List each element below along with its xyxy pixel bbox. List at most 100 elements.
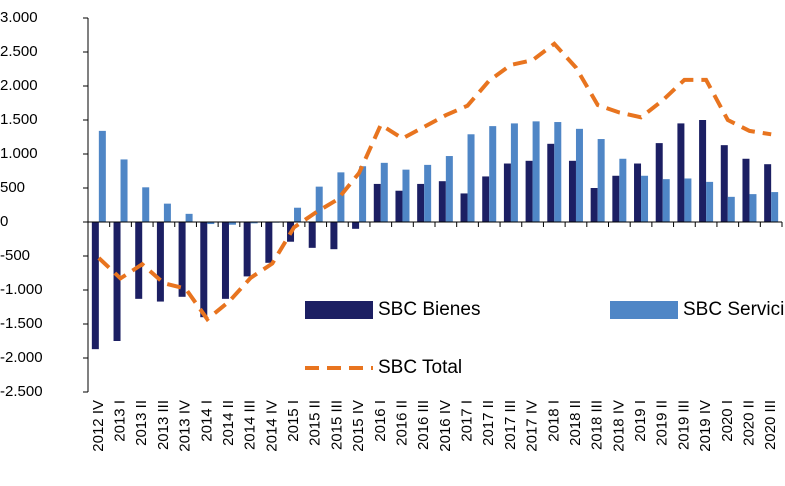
bar [417, 183, 425, 222]
bar [402, 169, 410, 222]
bar [547, 143, 555, 222]
legend-label: SBC Total [378, 357, 462, 378]
y-tick-label: -1.000 [0, 281, 43, 298]
y-tick-label: -2.000 [0, 349, 43, 366]
bar [575, 128, 583, 222]
x-tick-label: 2015 III [328, 400, 345, 450]
x-tick-label: 2020 II [740, 400, 757, 446]
bar [330, 222, 338, 250]
bar [445, 156, 453, 222]
legend-label: SBC Bienes [378, 299, 480, 320]
legend-label: SBC Servicios [683, 299, 785, 320]
x-tick-label: 2019 I [632, 400, 649, 442]
y-tick-label: 500 [0, 179, 25, 196]
bar [641, 175, 649, 222]
bar [221, 222, 229, 299]
bar [706, 181, 714, 222]
bar [265, 222, 273, 263]
bar [135, 222, 143, 299]
bar [460, 193, 468, 222]
bar [532, 121, 540, 222]
bar [142, 187, 150, 222]
x-tick-label: 2013 I [112, 400, 129, 442]
bar [243, 222, 251, 277]
bar [619, 158, 627, 222]
bar [590, 188, 598, 222]
bar [634, 163, 642, 222]
bar [373, 183, 381, 222]
bar [178, 222, 186, 297]
bar [612, 175, 620, 222]
x-tick-label: 2019 IV [697, 400, 714, 452]
x-tick-label: 2013 IV [177, 400, 194, 452]
x-tick-label: 2014 IV [263, 400, 280, 452]
x-tick-label: 2013 II [133, 400, 150, 446]
bar [525, 160, 533, 222]
x-tick-label: 2019 III [675, 400, 692, 450]
bar [749, 194, 757, 222]
x-tick-label: 2012 IV [90, 400, 107, 452]
y-tick-label: -500 [0, 247, 30, 264]
bar [742, 158, 750, 222]
x-tick-label: 2018 I [545, 400, 562, 442]
bar [677, 123, 685, 222]
y-tick-label: 2.000 [0, 77, 38, 94]
bar [699, 120, 707, 222]
line [97, 41, 772, 323]
bar [662, 179, 670, 222]
y-tick-label: 3.000 [0, 9, 38, 26]
x-tick-label: 2014 II [220, 400, 237, 446]
x-tick-label: 2015 IV [350, 400, 367, 452]
bar [315, 186, 323, 222]
bar [380, 162, 388, 222]
bar [720, 145, 728, 222]
x-tick-label: 2014 I [198, 400, 215, 442]
x-tick-label: 2017 IV [524, 400, 541, 452]
bar [228, 222, 236, 225]
y-tick-label: 0 [0, 213, 8, 230]
x-tick-label: 2019 II [654, 400, 671, 446]
y-tick-label: 1.500 [0, 111, 38, 128]
x-tick-label: 2015 I [285, 400, 302, 442]
bar [185, 213, 193, 222]
bar [120, 159, 128, 222]
bar [156, 222, 164, 302]
bar [395, 190, 403, 222]
x-tick-label: 2016 I [372, 400, 389, 442]
bar [503, 163, 511, 222]
bar [727, 196, 735, 222]
bar [467, 134, 475, 222]
y-tick-label: -1.500 [0, 315, 43, 332]
x-tick-label: 2016 III [415, 400, 432, 450]
bar [98, 130, 106, 222]
x-tick-label: 2018 II [567, 400, 584, 446]
x-tick-label: 2018 IV [610, 400, 627, 452]
bar [91, 222, 99, 350]
x-tick-label: 2017 II [480, 400, 497, 446]
bar [163, 203, 171, 222]
y-tick-label: -2.500 [0, 383, 43, 400]
legend-swatch [610, 301, 678, 319]
bar [655, 143, 663, 222]
bar [200, 222, 208, 318]
x-tick-label: 2018 III [589, 400, 606, 450]
bar [489, 126, 497, 222]
x-tick-label: 2014 III [242, 400, 259, 450]
x-tick-label: 2020 I [719, 400, 736, 442]
bar [359, 166, 367, 222]
bar [764, 164, 772, 222]
x-tick-label: 2013 III [155, 400, 172, 450]
bar [482, 176, 490, 222]
bar [510, 123, 518, 222]
bar [207, 222, 215, 225]
legend-swatch [305, 301, 373, 319]
x-tick-label: 2020 III [762, 400, 779, 450]
bar [424, 164, 432, 222]
bar [294, 207, 302, 222]
bar [113, 222, 121, 341]
bar [438, 181, 446, 222]
y-tick-label: 2.500 [0, 43, 38, 60]
x-tick-label: 2017 I [459, 400, 476, 442]
bar [568, 160, 576, 222]
